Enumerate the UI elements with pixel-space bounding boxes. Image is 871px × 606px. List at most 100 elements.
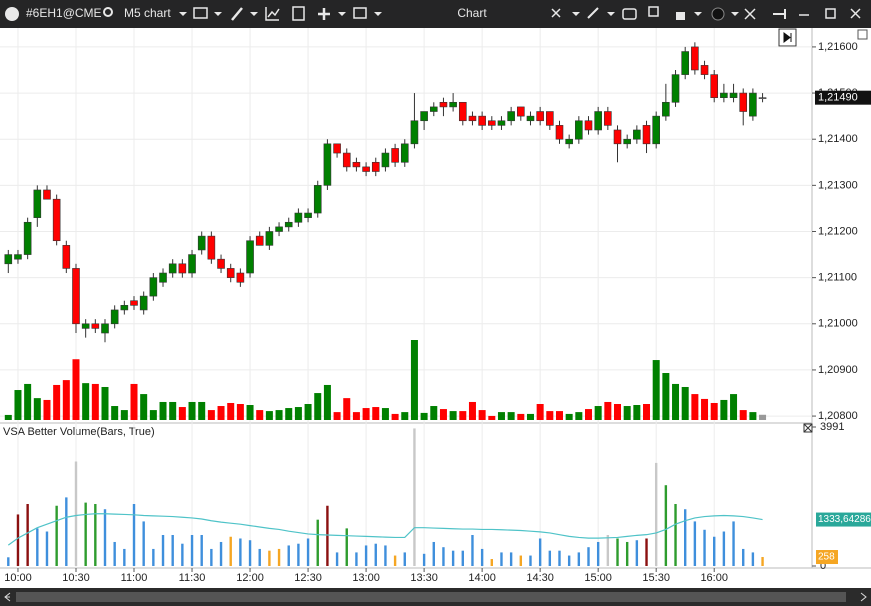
candle-body bbox=[246, 240, 254, 274]
dropdown[interactable] bbox=[214, 12, 222, 16]
vsa-bar bbox=[374, 543, 377, 566]
candle-body bbox=[391, 148, 399, 163]
candle-body bbox=[681, 51, 690, 75]
vsa-bar bbox=[461, 550, 464, 566]
vsa-bar bbox=[258, 548, 261, 566]
candle-body bbox=[691, 46, 699, 71]
dropdown[interactable] bbox=[374, 12, 382, 16]
candle-body bbox=[710, 74, 719, 98]
maximize-button[interactable] bbox=[825, 8, 836, 19]
candle-body bbox=[52, 198, 61, 242]
dropdown[interactable] bbox=[607, 12, 615, 16]
candle-body bbox=[149, 277, 158, 297]
vsa-bar bbox=[519, 555, 523, 566]
window-icon[interactable] bbox=[353, 7, 367, 19]
x-tick-label: 15:00 bbox=[584, 572, 612, 584]
vsa-bar bbox=[558, 550, 561, 566]
vsa-bar bbox=[442, 547, 445, 566]
candle-body bbox=[478, 115, 486, 126]
panel-maximize[interactable] bbox=[857, 29, 868, 40]
candle-body bbox=[188, 254, 196, 274]
candle-body bbox=[110, 309, 119, 325]
volume-bar bbox=[439, 409, 447, 420]
vsa-bar bbox=[152, 548, 155, 566]
screenshot-icon[interactable] bbox=[622, 8, 637, 20]
volume-bar bbox=[372, 407, 380, 420]
link-icon[interactable] bbox=[587, 7, 599, 19]
x-tick-label: 11:00 bbox=[121, 572, 148, 584]
vsa-bar bbox=[219, 541, 223, 566]
add-icon[interactable] bbox=[318, 8, 330, 20]
x-tick-label: 13:30 bbox=[410, 572, 438, 584]
vsa-bar bbox=[664, 485, 668, 566]
scrollbar-thumb[interactable] bbox=[16, 592, 846, 602]
indicator-close[interactable] bbox=[803, 423, 813, 433]
x-tick-label: 11:30 bbox=[179, 572, 206, 584]
volume-bar bbox=[169, 401, 177, 420]
volume-bar bbox=[275, 410, 283, 420]
volume-bar bbox=[749, 412, 757, 420]
lock-icon[interactable] bbox=[676, 12, 685, 20]
app-logo[interactable] bbox=[5, 7, 19, 21]
volume-bar bbox=[701, 398, 709, 420]
draw-icon[interactable] bbox=[231, 7, 243, 21]
x-tick-label: 13:00 bbox=[352, 572, 380, 584]
candle-body bbox=[439, 101, 448, 108]
search-icon[interactable] bbox=[103, 7, 113, 17]
vsa-bar bbox=[567, 555, 571, 566]
copy-icon[interactable] bbox=[648, 6, 659, 17]
pin-icon[interactable] bbox=[773, 9, 786, 19]
vsa-bar bbox=[403, 552, 406, 566]
plot: 10:00 10:30 11:00 11:30 12:00 12:30 13:00 13:30… bbox=[0, 28, 871, 584]
display-icon[interactable] bbox=[193, 7, 208, 19]
symbol[interactable]: #6EH1@CME bbox=[26, 6, 102, 20]
candle-body bbox=[4, 254, 13, 265]
close-button[interactable] bbox=[850, 8, 861, 19]
dropdown[interactable] bbox=[250, 12, 258, 16]
toolbar bbox=[0, 0, 871, 28]
y-tick-label: 1,21000 bbox=[818, 318, 858, 330]
y-tick-label: 0 bbox=[820, 560, 826, 572]
timeframe[interactable]: M5 chart bbox=[124, 6, 171, 20]
template-icon[interactable] bbox=[292, 6, 305, 21]
volume-bar bbox=[759, 414, 767, 420]
volume-tag bbox=[816, 550, 838, 565]
volume-bar bbox=[256, 410, 264, 420]
candle-body bbox=[217, 258, 225, 269]
vsa-bar bbox=[606, 535, 610, 566]
vsa-bar bbox=[674, 504, 677, 566]
volume-bar bbox=[207, 410, 215, 420]
candle-body bbox=[72, 268, 80, 325]
crosshair-icon[interactable] bbox=[551, 8, 561, 18]
dropdown[interactable] bbox=[179, 12, 187, 16]
volume-bar bbox=[111, 406, 119, 420]
candle-body bbox=[700, 65, 709, 75]
vsa-bar bbox=[268, 550, 271, 566]
tools-icon[interactable] bbox=[744, 8, 756, 20]
candle-body bbox=[130, 300, 138, 306]
dropdown[interactable] bbox=[338, 12, 346, 16]
volume-bar bbox=[82, 383, 90, 420]
candle-body bbox=[371, 161, 380, 172]
candle-body bbox=[720, 92, 728, 98]
volume-bar bbox=[120, 410, 128, 420]
last-price-tag bbox=[815, 90, 871, 105]
y-tick-label: 1,21200 bbox=[818, 225, 858, 237]
volume-bar bbox=[130, 383, 138, 420]
scroll-left[interactable] bbox=[4, 592, 11, 602]
dropdown[interactable] bbox=[572, 12, 580, 16]
candle-body bbox=[284, 221, 293, 228]
volume-bar bbox=[652, 360, 660, 420]
color-icon[interactable] bbox=[711, 7, 725, 21]
dropdown[interactable] bbox=[731, 12, 739, 16]
dropdown[interactable] bbox=[694, 12, 702, 16]
indicator-icon[interactable] bbox=[265, 7, 280, 21]
candle-body bbox=[33, 189, 42, 218]
vsa-bar bbox=[509, 552, 513, 566]
volume-bar bbox=[217, 406, 225, 420]
volume-bar bbox=[410, 340, 418, 420]
volume-bar bbox=[62, 380, 70, 420]
volume-bar bbox=[236, 404, 244, 420]
scroll-right[interactable] bbox=[860, 592, 867, 602]
volume-bar bbox=[614, 404, 622, 420]
